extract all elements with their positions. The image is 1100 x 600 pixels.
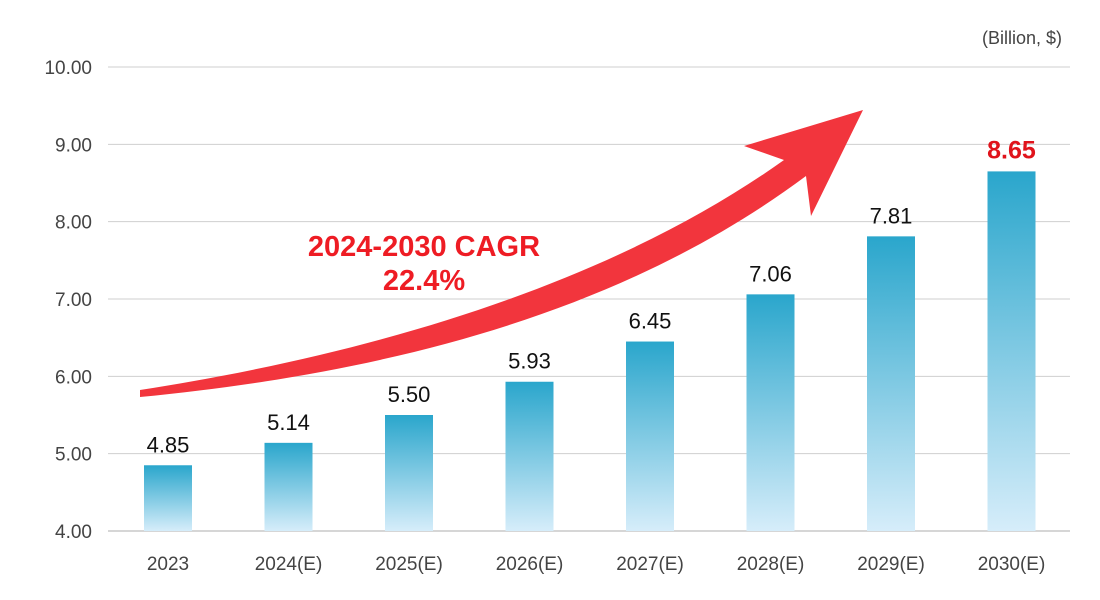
value-label: 5.50 (388, 382, 431, 407)
value-label: 5.14 (267, 410, 310, 435)
bar (144, 465, 192, 531)
x-tick-label: 2028(E) (737, 554, 805, 575)
bar (385, 415, 433, 531)
value-label-highlight: 8.65 (987, 136, 1036, 164)
bar (987, 171, 1036, 531)
y-tick-label: 5.00 (55, 445, 92, 466)
y-tick-label: 9.00 (55, 135, 92, 156)
x-tick-label: 2030(E) (978, 554, 1046, 575)
y-tick-label: 7.00 (55, 290, 92, 311)
value-label: 5.93 (508, 349, 551, 374)
y-tick-label: 6.00 (55, 367, 92, 388)
gridlines (108, 66, 1070, 532)
x-axis: 2023 2024(E) 2025(E) 2026(E) 2027(E) 2028(E) 2… (147, 554, 1045, 575)
x-tick-label: 2023 (147, 554, 189, 575)
x-tick-label: 2025(E) (375, 554, 443, 575)
cagr-annotation-value: 22.4% (383, 265, 465, 297)
value-label: 7.06 (749, 261, 792, 286)
growth-arrow-icon (140, 110, 863, 397)
x-tick-label: 2026(E) (496, 554, 564, 575)
x-tick-label: 2027(E) (616, 554, 684, 575)
cagr-annotation-title: 2024-2030 CAGR (308, 231, 540, 263)
x-tick-label: 2024(E) (255, 554, 323, 575)
bar (264, 442, 313, 531)
y-tick-label: 8.00 (55, 213, 92, 234)
x-tick-label: 2029(E) (857, 554, 925, 575)
bars (144, 171, 1036, 532)
bar (626, 341, 674, 531)
y-axis: 4.00 5.00 6.00 7.00 8.00 9.00 10.00 (44, 58, 92, 543)
value-label: 7.81 (870, 203, 913, 228)
value-label: 4.85 (147, 432, 190, 457)
y-tick-label: 10.00 (44, 58, 92, 79)
bar (867, 236, 915, 532)
value-labels: 4.85 5.14 5.50 5.93 6.45 7.06 7.81 8.65 (147, 136, 1036, 457)
value-label: 6.45 (629, 309, 672, 334)
y-tick-label: 4.00 (55, 522, 92, 543)
unit-label: (Billion, $) (982, 28, 1062, 48)
bar (505, 381, 554, 531)
bar (746, 294, 795, 531)
